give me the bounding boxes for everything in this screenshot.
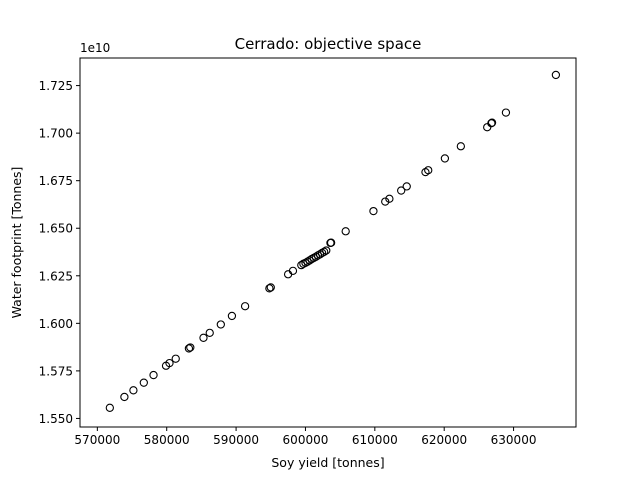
x-tick-label: 600000	[283, 433, 329, 447]
data-point	[186, 343, 195, 352]
x-tick-label: 570000	[74, 433, 120, 447]
plot-points	[105, 70, 561, 412]
data-point	[105, 403, 114, 412]
data-point	[165, 358, 174, 368]
y-axis-ticks: 1.550 1.575 1.600 1.625 1.650 1.675 1.700 1.725	[39, 79, 80, 426]
x-tick-label: 630000	[491, 433, 537, 447]
data-point	[139, 378, 148, 387]
x-tick-label: 580000	[144, 433, 190, 447]
data-point	[265, 284, 274, 293]
data-point	[456, 142, 465, 151]
data-point	[129, 386, 138, 395]
y-axis-title: Water footprint [Tonnes]	[9, 167, 24, 319]
data-point	[305, 256, 314, 265]
data-point	[397, 186, 406, 195]
y-tick-label: 1.550	[39, 412, 73, 426]
data-point	[551, 70, 561, 80]
x-axis-title: Soy yield [tonnes]	[271, 455, 384, 470]
data-point	[120, 392, 129, 402]
data-point	[199, 333, 208, 342]
data-point	[501, 108, 511, 117]
data-point	[385, 194, 394, 203]
data-point	[369, 206, 378, 216]
data-point	[266, 283, 275, 292]
data-point	[301, 258, 310, 268]
y-tick-label: 1.700	[39, 127, 73, 141]
data-point	[341, 227, 350, 236]
data-point	[322, 246, 331, 255]
data-point	[402, 182, 411, 191]
data-point	[424, 166, 433, 175]
data-point	[227, 311, 237, 321]
data-point	[171, 354, 180, 363]
data-point	[240, 302, 250, 311]
data-point	[326, 238, 335, 248]
data-point	[320, 247, 329, 256]
y-tick-label: 1.675	[39, 174, 73, 188]
data-point	[149, 370, 158, 380]
data-point	[317, 248, 327, 258]
y-tick-label: 1.650	[39, 222, 73, 236]
data-point	[381, 197, 390, 206]
data-point	[315, 250, 325, 259]
data-point	[303, 257, 312, 266]
x-axis-ticks: 570000 580000 590000 600000 610000 620000 6300…	[74, 427, 536, 447]
x-tick-label: 590000	[213, 433, 259, 447]
y-axis-offset-label: 1e10	[80, 41, 110, 55]
data-point	[313, 251, 323, 260]
plot-frame	[79, 57, 577, 428]
x-tick-label: 620000	[421, 433, 467, 447]
data-point	[440, 154, 450, 163]
data-point	[311, 252, 321, 261]
data-point	[309, 253, 318, 263]
y-tick-label: 1.625	[39, 269, 73, 283]
data-point	[487, 118, 497, 127]
x-tick-label: 610000	[352, 433, 398, 447]
data-point	[184, 344, 194, 353]
chart-title: Cerrado: objective space	[235, 35, 422, 53]
data-point	[288, 266, 298, 275]
y-tick-label: 1.725	[39, 79, 73, 93]
data-point	[307, 254, 316, 264]
y-tick-label: 1.575	[39, 364, 73, 378]
data-point	[216, 320, 225, 329]
data-point	[297, 260, 306, 270]
y-tick-label: 1.600	[39, 317, 73, 331]
data-point	[205, 328, 214, 337]
